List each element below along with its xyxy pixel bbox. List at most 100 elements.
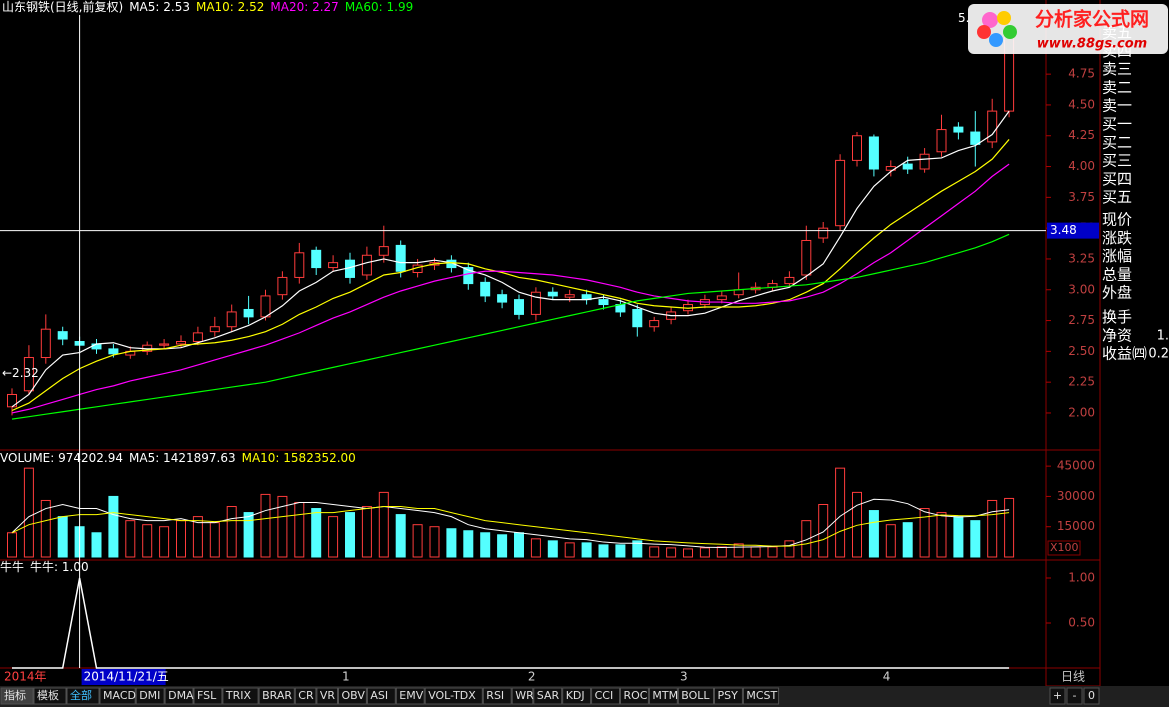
volume-bar <box>463 530 474 558</box>
candle-body <box>23 357 34 392</box>
toolbar-tab <box>562 687 592 705</box>
toolbar-button[interactable] <box>1083 687 1100 705</box>
volume-bar <box>243 512 254 558</box>
legend: 山东钢铁(日线,前复权) MA5: 2.53 MA10: 2.52 MA20: 2.2… <box>2 0 413 14</box>
quote-label: 买五 <box>1102 188 1132 206</box>
volume-ma <box>11 506 1010 547</box>
quote-label: 收益㈣ <box>1102 345 1147 363</box>
volume-bar <box>40 499 51 558</box>
x-tick-label: 2014年 <box>4 670 47 684</box>
volume-bar <box>209 522 220 558</box>
volume-bar <box>497 534 508 558</box>
cursor-date-box <box>81 669 166 685</box>
indicator-line <box>12 577 1010 669</box>
volume-bar <box>429 526 440 558</box>
toolbar-tab-label[interactable]: PSY <box>718 689 739 702</box>
candle-body <box>395 244 406 272</box>
x-tick-label: 2 <box>528 670 536 684</box>
toolbar-tab-label[interactable]: 全部 <box>70 688 92 702</box>
volume-bar <box>784 540 795 558</box>
toolbar-tab <box>591 687 620 705</box>
y-tick-label: 2.75 <box>1068 313 1095 327</box>
toolbar-tab-label[interactable]: FSL <box>197 689 217 702</box>
unit-box <box>1047 540 1081 556</box>
toolbar-tab-label[interactable]: RSI <box>486 689 504 702</box>
quote-label: 买二 <box>1102 133 1132 151</box>
volume-bar <box>226 506 237 558</box>
legend-entry: 山东钢铁(日线,前复权) <box>2 0 123 14</box>
quote-label: 买四 <box>1102 170 1132 188</box>
volume-bar <box>514 532 524 558</box>
candle-body <box>176 341 186 345</box>
candle-body <box>868 136 879 170</box>
toolbar-tab-label[interactable]: MCST <box>746 689 777 702</box>
y-tick-label: 3.00 <box>1068 282 1095 296</box>
candle-body <box>446 259 457 269</box>
volume-bar <box>683 548 693 558</box>
toolbar-tab-label[interactable]: TRIX <box>225 689 252 702</box>
volume-bar <box>328 516 339 558</box>
x-tick-label: 4 <box>883 670 891 684</box>
toolbar-tab-label[interactable]: DMA <box>168 689 194 702</box>
toolbar-tab-label[interactable]: DMI <box>139 689 160 702</box>
period-label: 日线 <box>1061 670 1085 684</box>
legend-entry: VOLUME: 974202.94 <box>0 451 123 465</box>
toolbar-tab-label[interactable]: BRAR <box>262 689 292 702</box>
quote-label: 净资 <box>1102 326 1132 344</box>
toolbar-tab-label[interactable]: BOLL <box>681 689 710 702</box>
toolbar-tab-label[interactable]: EMV <box>399 689 423 702</box>
logo-petal <box>997 11 1011 25</box>
toolbar-tab-label[interactable]: WR <box>515 689 534 702</box>
toolbar-tab-label[interactable]: KDJ <box>566 689 585 702</box>
legend: VOLUME: 974202.94 MA5: 1421897.63 MA10: 15… <box>0 451 356 465</box>
candle-body <box>497 294 508 303</box>
toolbar-tab-label[interactable]: CCI <box>595 689 614 702</box>
candle-body <box>987 110 998 143</box>
y-tick-label: 3.25 <box>1068 251 1095 265</box>
volume-bar <box>767 546 778 558</box>
toolbar-tab-label[interactable]: 指标 <box>4 688 26 702</box>
logo-petal <box>989 33 1003 47</box>
candle-body <box>784 276 795 285</box>
candle-body <box>328 262 339 269</box>
toolbar-tab <box>164 687 194 705</box>
volume-bar <box>547 540 558 558</box>
candle-body <box>801 239 812 276</box>
candle-body <box>91 343 102 350</box>
toolbar-tab-label[interactable]: ROC <box>624 689 648 702</box>
toolbar-tab-label[interactable]: ASI <box>370 689 388 702</box>
candle-body <box>277 276 288 296</box>
volume-bar <box>57 516 68 558</box>
volume-bar <box>159 526 170 558</box>
toolbar-tab-label[interactable]: OBV <box>342 689 366 702</box>
legend: 牛牛 牛牛: 1.00 <box>0 559 89 574</box>
candle-body <box>361 254 372 276</box>
toolbar-button[interactable] <box>1066 687 1083 705</box>
cursor-price-label: 3.48 <box>1050 223 1077 237</box>
volume-bar <box>176 520 186 558</box>
toolbar-tab-label[interactable]: 模板 <box>37 688 59 702</box>
quote-label: 涨跌 <box>1102 229 1132 247</box>
toolbar-tab <box>620 687 649 705</box>
toolbar-tab-label[interactable]: MTM <box>652 689 678 702</box>
toolbar-tab-label[interactable]: VOL-TDX <box>428 689 476 702</box>
toolbar-tab-label[interactable]: MACD <box>103 689 136 702</box>
toolbar-tab-label[interactable]: SAR <box>537 689 560 702</box>
toolbar-tab-label[interactable]: CR <box>298 689 314 702</box>
toolbar-tab <box>648 687 678 705</box>
candle-body <box>7 393 17 408</box>
volume-bar <box>412 524 423 558</box>
volume-bar <box>395 514 406 558</box>
volume-bar <box>699 547 710 558</box>
toolbar-button[interactable] <box>1049 687 1066 705</box>
quote-label: 现价 <box>1102 211 1132 229</box>
volume-bar <box>564 542 575 558</box>
cursor-price-box <box>1047 222 1099 239</box>
toolbar-tab-label[interactable]: VR <box>320 689 336 702</box>
legend-entry: MA5: 1421897.63 <box>129 451 236 465</box>
volume-bar <box>311 508 322 558</box>
volume-bar <box>649 546 660 558</box>
volume-bar <box>598 544 609 558</box>
